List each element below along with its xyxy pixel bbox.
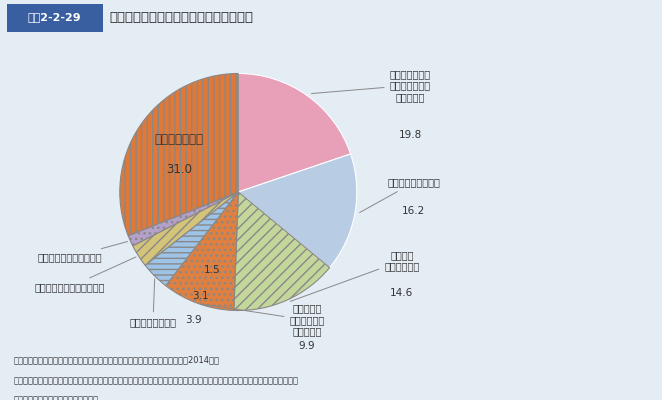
Text: 特に理由はない: 特に理由はない: [155, 133, 204, 146]
Text: 31.0: 31.0: [166, 164, 192, 176]
FancyBboxPatch shape: [7, 4, 103, 32]
Text: 一緒にやる仲間がいない: 一緒にやる仲間がいない: [38, 242, 128, 262]
Wedge shape: [145, 192, 238, 286]
Text: 3.1: 3.1: [192, 291, 209, 301]
Wedge shape: [238, 154, 357, 268]
Text: 16.2: 16.2: [402, 206, 426, 216]
Wedge shape: [234, 192, 330, 310]
Wedge shape: [120, 74, 238, 236]
Text: 忙しくて時間がない: 忙しくて時間がない: [359, 178, 440, 212]
Wedge shape: [166, 192, 238, 310]
Text: 施設や機会がない: 施設や機会がない: [130, 279, 177, 327]
Wedge shape: [238, 74, 351, 192]
Text: 14.6: 14.6: [391, 288, 414, 298]
Text: 19.8: 19.8: [399, 130, 422, 140]
Text: 資料：厚生労働省政策統括官付政策評価官室委託「健康意識に関する調査」（2014年）: 資料：厚生労働省政策統括官付政策評価官室委託「健康意識に関する調査」（2014年…: [13, 356, 219, 365]
Text: 健康のために特に何も行っていない理由: 健康のために特に何も行っていない理由: [109, 11, 254, 24]
Text: 図表2-2-29: 図表2-2-29: [27, 12, 81, 22]
Text: （注）　健康のために「気をつけているが特に何かをやっているわけではない」又は「特に意識しておらず具体的には何も行っ: （注） 健康のために「気をつけているが特に何かをやっているわけではない」又は「特…: [13, 377, 298, 386]
Text: 何をどのように
やったらよいか
わからない: 何をどのように やったらよいか わからない: [312, 69, 431, 102]
Text: 3.9: 3.9: [185, 315, 202, 325]
Text: 健康なので
特に何もする
必要はない: 健康なので 特に何もする 必要はない: [201, 303, 324, 337]
Text: 健康上の理由からやれない: 健康上の理由からやれない: [35, 257, 136, 292]
Wedge shape: [132, 192, 238, 265]
Text: 9.9: 9.9: [299, 341, 315, 351]
Text: 1.5: 1.5: [204, 265, 220, 275]
Text: 経済的な
ゆとりがない: 経済的な ゆとりがない: [291, 250, 420, 301]
Text: ていない」人を対象にした質問: ていない」人を対象にした質問: [13, 396, 98, 400]
Wedge shape: [128, 192, 238, 246]
